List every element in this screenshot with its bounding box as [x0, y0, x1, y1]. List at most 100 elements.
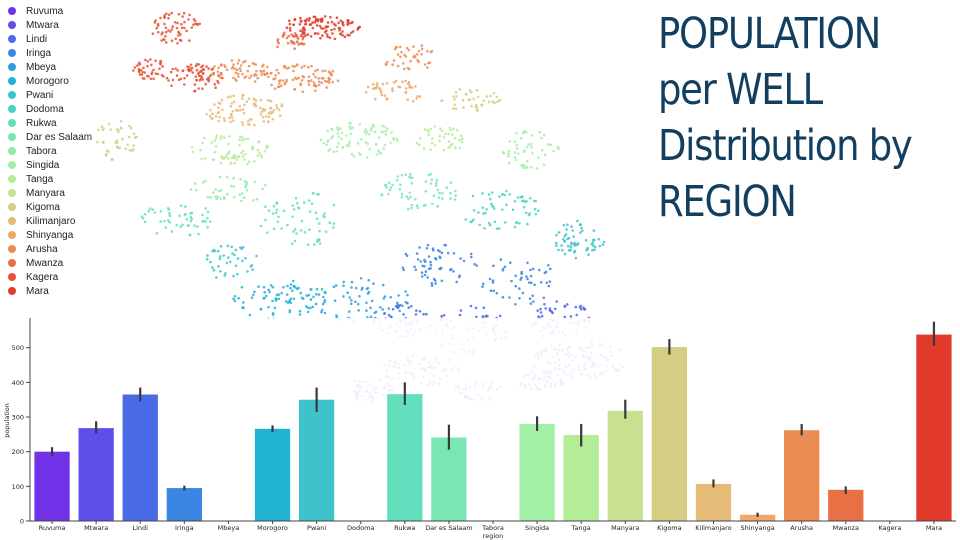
legend-swatch — [8, 105, 16, 113]
legend-item: Kilimanjaro — [8, 214, 92, 228]
bar — [916, 334, 952, 521]
x-tick-label: Dar es Salaam — [425, 524, 472, 532]
bar — [298, 399, 335, 521]
bar — [34, 451, 70, 521]
x-tick-label: Kagera — [878, 524, 901, 532]
legend-item: Ruvuma — [8, 4, 92, 18]
bar — [166, 488, 202, 521]
legend-swatch — [8, 175, 16, 183]
legend-item: Dodoma — [8, 102, 92, 116]
y-axis-label: population — [3, 403, 11, 438]
x-tick-label: Mara — [926, 524, 942, 532]
legend-swatch — [8, 133, 16, 141]
legend-swatch — [8, 119, 16, 127]
legend-item: Mtwara — [8, 18, 92, 32]
legend-swatch — [8, 91, 16, 99]
legend-item: Shinyanga — [8, 228, 92, 242]
legend-item: Rukwa — [8, 116, 92, 130]
legend-swatch — [8, 273, 16, 281]
legend-label: Singida — [26, 159, 60, 171]
legend-item: Kigoma — [8, 200, 92, 214]
legend-label: Mwanza — [26, 257, 64, 269]
legend-item: Dar es Salaam — [8, 130, 92, 144]
legend-label: Ruvuma — [26, 5, 64, 17]
x-tick-label: Mbeya — [218, 524, 240, 532]
bar — [387, 394, 423, 521]
legend-label: Arusha — [26, 243, 58, 255]
x-tick-label: Tanga — [571, 524, 591, 532]
x-tick-label: Kilimanjaro — [695, 524, 731, 532]
x-tick-label: Singida — [525, 524, 549, 532]
legend-label: Morogoro — [26, 75, 69, 87]
legend-item: Tanga — [8, 172, 92, 186]
bar — [254, 428, 291, 521]
legend-label: Manyara — [26, 187, 65, 199]
legend-label: Mbeya — [26, 61, 57, 73]
x-tick-label: Ruvuma — [39, 524, 66, 532]
legend-item: Pwani — [8, 88, 92, 102]
legend-item: Arusha — [8, 242, 92, 256]
legend-item: Mwanza — [8, 256, 92, 270]
x-tick-label: Iringa — [175, 524, 194, 532]
x-tick-label: Mwanza — [833, 524, 859, 532]
legend-label: Mara — [26, 285, 49, 297]
legend-swatch — [8, 161, 16, 169]
legend-label: Dar es Salaam — [26, 131, 93, 143]
legend-swatch — [8, 245, 16, 253]
slide-title: POPULATION per WELL Distribution by REGI… — [658, 9, 913, 227]
y-tick-label: 300 — [12, 414, 24, 422]
legend-label: Kagera — [26, 271, 59, 283]
legend-item: Kagera — [8, 270, 92, 284]
legend-label: Kigoma — [26, 201, 60, 213]
legend-label: Iringa — [26, 47, 52, 59]
bar — [828, 489, 864, 521]
legend-item: Tabora — [8, 144, 92, 158]
legend-swatch — [8, 63, 16, 71]
legend-label: Tanga — [26, 173, 54, 185]
legend-swatch — [8, 49, 16, 57]
x-tick-label: Kigoma — [657, 524, 682, 532]
legend-swatch — [8, 217, 16, 225]
legend-swatch — [8, 7, 16, 15]
x-tick-label: Rukwa — [394, 524, 415, 532]
population-bar-chart: 0 100 200 300 400 500 Ruvuma Mtwara Lindi Iringa M… — [3, 318, 956, 540]
legend-item: Lindi — [8, 32, 92, 46]
legend-item: Morogoro — [8, 74, 92, 88]
legend-label: Rukwa — [26, 117, 57, 129]
bar — [739, 514, 776, 521]
bar — [519, 423, 555, 521]
legend-label: Kilimanjaro — [26, 215, 76, 227]
legend-item: Manyara — [8, 186, 92, 200]
x-tick-label: Arusha — [790, 524, 813, 532]
x-tick-label: Pwani — [307, 524, 326, 532]
x-tick-label: Dodoma — [347, 524, 374, 532]
bar — [784, 430, 820, 521]
x-tick-label: Shinyanga — [740, 524, 774, 532]
legend-item: Iringa — [8, 46, 92, 60]
legend-item: Mara — [8, 284, 92, 298]
bar — [431, 437, 467, 521]
y-tick-label: 200 — [12, 448, 24, 456]
legend-swatch — [8, 287, 16, 295]
x-tick-label: Tabora — [481, 524, 504, 532]
legend-swatch — [8, 77, 16, 85]
bar — [122, 394, 158, 521]
legend-label: Dodoma — [26, 103, 64, 115]
legend-swatch — [8, 259, 16, 267]
y-tick-label: 500 — [12, 344, 24, 352]
legend-label: Mtwara — [26, 19, 59, 31]
bar — [78, 428, 114, 521]
x-axis-label: region — [483, 532, 504, 540]
x-tick-label: Lindi — [132, 524, 148, 532]
x-tick-label: Manyara — [611, 524, 639, 532]
legend-swatch — [8, 203, 16, 211]
legend-label: Pwani — [26, 89, 54, 101]
legend-swatch — [8, 21, 16, 29]
region-legend: Ruvuma Mtwara Lindi Iringa Mbeya Morogoro Pwan… — [8, 4, 92, 298]
legend-swatch — [8, 231, 16, 239]
bar — [563, 435, 599, 521]
legend-item: Mbeya — [8, 60, 92, 74]
legend-swatch — [8, 147, 16, 155]
bar — [695, 483, 732, 521]
x-tick-label: Morogoro — [257, 524, 288, 532]
